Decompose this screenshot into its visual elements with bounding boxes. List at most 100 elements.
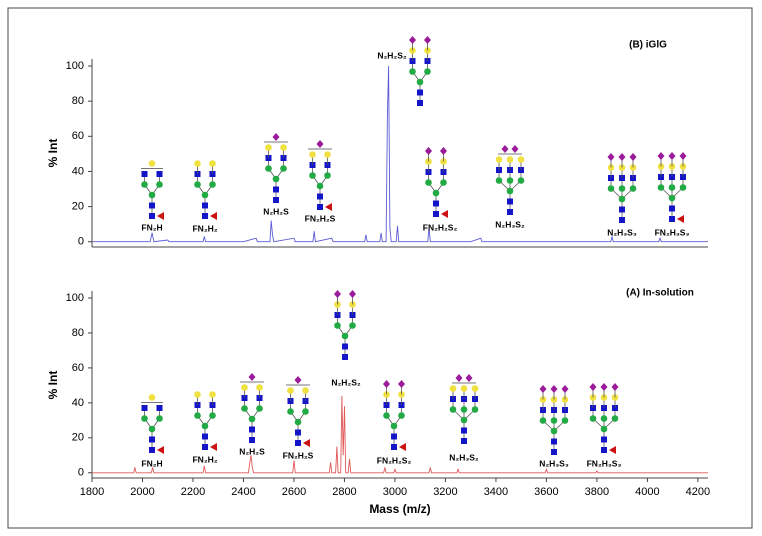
- galactose: [287, 387, 294, 394]
- fucose: [303, 439, 310, 447]
- neuac: [550, 385, 558, 393]
- mannose: [248, 415, 256, 423]
- glcnac: [433, 211, 439, 217]
- galactose: [449, 385, 457, 392]
- neuac: [607, 153, 615, 161]
- neuac: [629, 153, 637, 161]
- neuac: [409, 36, 416, 44]
- glycan-label: FN₂H₃S₃: [587, 458, 622, 468]
- glcnac: [669, 216, 675, 222]
- mannose: [600, 425, 608, 433]
- mannose: [550, 417, 558, 424]
- galactose: [460, 385, 468, 392]
- x-tick-label: 2800: [332, 486, 356, 498]
- neuac: [294, 376, 302, 384]
- y-axis-label: % Int: [46, 139, 60, 168]
- neuac: [611, 383, 619, 391]
- mannose: [495, 177, 503, 184]
- neuac: [561, 385, 569, 393]
- neuac: [349, 290, 356, 298]
- neuac: [425, 147, 432, 155]
- mannose: [209, 412, 216, 419]
- mannose: [416, 78, 424, 86]
- x-axis-label: Mass (m/z): [369, 502, 430, 516]
- y-tick-label: 40: [72, 165, 84, 177]
- mannose: [657, 184, 665, 191]
- spectrum: [92, 65, 708, 243]
- mannose: [668, 194, 676, 202]
- mannose: [302, 408, 309, 415]
- mannose: [425, 179, 432, 186]
- x-tick-label: 3000: [383, 486, 407, 498]
- x-tick-label: 3200: [433, 486, 457, 498]
- glcnac: [156, 405, 163, 411]
- glcnac: [507, 209, 513, 215]
- mannose: [440, 179, 447, 186]
- mannose: [209, 181, 216, 188]
- y-axis-label: % Int: [46, 371, 60, 400]
- glcnac: [273, 186, 279, 193]
- mannose: [550, 427, 558, 435]
- y-tick-label: 0: [78, 467, 84, 479]
- y-tick-label: 20: [72, 200, 84, 212]
- mannose: [611, 415, 619, 422]
- neuac: [600, 383, 608, 391]
- neuac: [465, 374, 473, 382]
- galactose: [495, 156, 503, 163]
- glycan-label: N₂H₃S₃: [539, 458, 569, 468]
- mannose: [679, 184, 687, 191]
- x-tick-label: 2400: [231, 486, 255, 498]
- y-tick-label: 80: [72, 327, 84, 339]
- glycan-label: FN₂H₂S₂: [377, 455, 412, 465]
- mannose: [334, 322, 341, 329]
- mannose: [272, 175, 280, 183]
- mannose: [539, 417, 547, 424]
- neuac: [455, 374, 463, 382]
- glycan-label: FN₂H: [141, 458, 162, 468]
- y-tick-label: 40: [72, 397, 84, 409]
- neuac: [424, 36, 431, 44]
- spectrum: [92, 395, 708, 474]
- mannose: [506, 177, 514, 184]
- galactose: [194, 391, 201, 398]
- glcnac: [619, 217, 625, 223]
- mannose: [324, 172, 331, 179]
- glcnac: [249, 437, 255, 443]
- fucose: [210, 212, 217, 220]
- glcnac: [141, 171, 148, 177]
- mannose: [256, 405, 263, 412]
- y-tick-label: 100: [66, 60, 84, 72]
- glcnac: [507, 198, 513, 205]
- fucose: [325, 203, 332, 211]
- glcnac: [461, 438, 467, 444]
- galactose: [324, 151, 331, 158]
- mannose: [561, 417, 569, 424]
- glycan-label: N₂H₃S₂: [495, 219, 525, 229]
- mannose: [194, 412, 201, 419]
- mannose: [194, 181, 201, 188]
- y-tick-label: 60: [72, 362, 84, 374]
- glycan-label: FN₂H₂S: [283, 450, 314, 460]
- galactose: [302, 387, 309, 394]
- mannose: [409, 68, 416, 75]
- glcnac: [202, 433, 208, 440]
- mannose: [383, 412, 390, 419]
- mannose: [506, 187, 514, 195]
- mannose: [668, 184, 676, 191]
- neuac: [316, 140, 324, 148]
- mannose: [141, 181, 148, 188]
- glycan-label: FN₂H₂: [192, 223, 217, 233]
- glcnac: [202, 213, 208, 219]
- mannose: [471, 406, 479, 413]
- glcnac: [551, 438, 557, 445]
- glcnac: [149, 447, 155, 453]
- glcnac: [433, 200, 439, 207]
- fucose: [441, 210, 448, 218]
- y-tick-label: 100: [66, 292, 84, 304]
- mannose: [156, 415, 163, 422]
- glcnac: [417, 89, 423, 96]
- glcnac: [391, 444, 397, 450]
- mannose: [294, 418, 302, 426]
- neuac: [668, 152, 676, 160]
